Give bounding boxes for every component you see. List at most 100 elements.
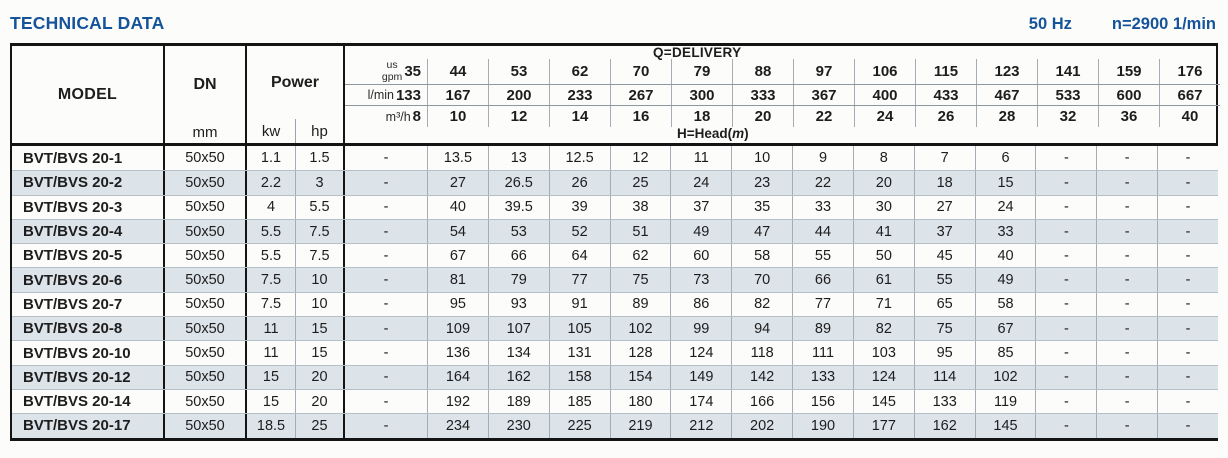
kw-cell: 4 [247,195,296,219]
head-value-cell: 24 [670,171,731,195]
gpm-header-row: us gpm 35 44 53 62 70 79 88 97 106 115 123 141 159 1… [345,59,1220,85]
head-value-cell: 225 [548,414,610,438]
head-value-cell: - [1035,146,1096,171]
head-value-cell: 73 [670,268,731,292]
head-value-cell: 162 [487,365,549,389]
head-value-cell: 190 [792,414,853,438]
head-value-cell: 39 [548,195,610,219]
head-value-cell: - [1096,341,1157,365]
head-value-cell: - [1035,219,1096,244]
head-value-cell: - [1035,292,1096,317]
head-value-cell: 66 [792,268,853,292]
delivery-title-row: Q=DELIVERY [345,46,1220,60]
table-body: BVT/BVS 20-1 50x50 1.1 1.5-13.5 13 12.5 12 11 10… [10,146,1218,441]
table-row: BVT/BVS 20-2 50x50 2.2 3 - 27 26.5 26 25 24 23 22 20… [12,170,1218,195]
delivery-header-value: 16 [610,106,671,127]
delivery-header-value: 44 [427,59,488,84]
kw-cell: 7.5 [247,292,296,317]
head-value-cell: 149 [670,365,731,389]
dn-cell: 50x50 [165,292,247,317]
delivery-header-value: 88 [732,59,793,84]
head-value-cell: 33 [974,219,1036,244]
delivery-header-value: 667 [1159,85,1220,105]
head-value-cell: 49 [670,219,731,244]
head-value-cell: 107 [487,317,549,341]
head-value-cell: 58 [974,292,1036,317]
delivery-header-value: 53 [488,59,549,84]
lmin-unit-cell: l/min 133 [345,85,427,105]
head-value-cell: - [1157,341,1218,365]
power-unit-labels: kw hp [247,119,343,143]
head-value-cell: 82 [852,317,914,341]
head-value-cell: 54 [427,219,488,244]
head-value-cell: 26.5 [487,171,549,195]
hp-cell: 20 [296,389,345,414]
power-label: Power [270,73,319,91]
head-value-cell: 12 [609,146,671,171]
head-value-cell: 39.5 [487,195,549,219]
head-value-cell: 124 [852,365,914,389]
delivery-header-value: 70 [610,59,671,84]
hp-cell: 15 [296,317,345,341]
delivery-header-value: 40 [1159,106,1220,127]
head-value-cell: 24 [974,195,1036,219]
dn-cell: 50x50 [165,171,247,195]
head-value-cell: 124 [670,341,731,365]
model-cell: BVT/BVS 20-17 [12,414,165,438]
speed-label: n=2900 1/min [1111,15,1216,33]
head-value-cell: 27 [427,171,488,195]
head-value-cell: 70 [731,268,792,292]
head-value-cell: 35 [731,195,792,219]
delivery-header-value: 106 [854,59,915,84]
delivery-header-value: 123 [976,59,1037,84]
delivery-header-value: 600 [1098,85,1159,105]
head-value-cell: - [1157,195,1218,219]
delivery-header-value: 333 [732,85,793,105]
head-value-cell: - [383,296,389,313]
head-value-cell: 27 [913,195,975,219]
head-value-cell: 41 [852,219,914,244]
dn-cell: 50x50 [165,219,247,244]
head-value-cell: 13.5 [427,146,488,171]
col-header-dn: DN mm [165,46,247,143]
head-value-cell: - [1035,414,1096,438]
delivery-header-value: 233 [549,85,610,105]
head-value-cell: 67 [974,317,1036,341]
delivery-header-value: 20 [732,106,793,127]
head-value-cell: 30 [852,195,914,219]
delivery-header-value: 36 [1098,106,1159,127]
head-value-cell: 156 [792,389,853,414]
head-value-cell: 185 [548,389,610,414]
head-value-cell: - [383,320,389,337]
m3h-first-value: 8 [412,108,421,125]
model-cell: BVT/BVS 20-12 [12,365,165,389]
head-value-cell: 145 [974,414,1036,438]
head-value-cell: 45 [913,244,975,268]
kw-cell: 18.5 [247,414,296,438]
model-cell: BVT/BVS 20-4 [12,219,165,244]
head-value-cell: 10 [731,146,792,171]
model-cell: BVT/BVS 20-8 [12,317,165,341]
hp-cell: 15 [296,341,345,365]
head-value-cell: 202 [731,414,792,438]
head-value-cell: 89 [792,317,853,341]
head-value-cell: 174 [670,389,731,414]
delivery-header-value: 22 [793,106,854,127]
head-value-cell: - [1157,317,1218,341]
head-value-cell: 22 [792,171,853,195]
head-value-cell: - [1035,268,1096,292]
lmin-header-row: l/min 133 167 200 233 267 300 333 367 400 433 467… [345,85,1220,106]
table-row: BVT/BVS 20-14 50x50 15 20 - 192 189 185 180 174 16… [12,388,1218,414]
head-value-cell: 85 [974,341,1036,365]
table-row: BVT/BVS 20-10 50x50 11 15-136 134 131 128 124 11… [12,340,1218,365]
head-value-cell: - [1157,365,1218,389]
head-value-cell: 38 [609,195,671,219]
head-value-cell: 81 [427,268,488,292]
delivery-header-value: 32 [1037,106,1098,127]
head-value-cell: 134 [487,341,549,365]
lmin-unit-label: l/min [367,88,394,102]
head-value-cell: 18 [913,171,975,195]
head-value-cell: 95 [427,292,488,317]
head-value-cell: 61 [852,268,914,292]
head-value-cell: - [1157,414,1218,438]
